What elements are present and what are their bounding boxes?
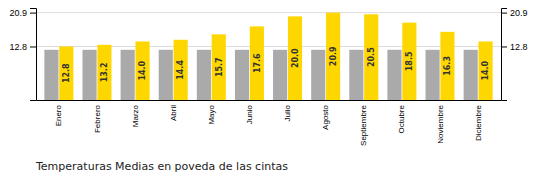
- y-tick-mark: [30, 46, 36, 47]
- x-tick: Julio: [283, 100, 292, 121]
- bar: [402, 23, 416, 100]
- bar: [174, 40, 188, 100]
- y2-tick-mark: [501, 13, 507, 14]
- bar: [235, 50, 249, 100]
- bar: [97, 45, 111, 100]
- x-tick-label: Octubre: [397, 104, 406, 133]
- x-tick-label: Marzo: [131, 104, 140, 127]
- y2-tick-label: 12.8: [510, 42, 528, 52]
- data-label: 20.5: [367, 47, 376, 67]
- x-tick: Agosto: [321, 100, 330, 130]
- plot: 12.8 13.2 14.0 14.4 15.7 17.6 20.0 20.9 20.5 18.5…: [9, 8, 527, 146]
- bar: [326, 13, 340, 100]
- grid-line: [36, 12, 501, 13]
- data-label: 14.0: [481, 60, 490, 80]
- y-tick: 12.8: [9, 42, 36, 52]
- x-tick-label: Julio: [283, 104, 292, 121]
- x-tick: Febrero: [93, 100, 102, 133]
- bar: [464, 50, 478, 100]
- bar: [82, 50, 96, 100]
- x-tick: Septiembre: [359, 100, 368, 146]
- bar: [349, 50, 363, 100]
- bar: [59, 46, 73, 100]
- y-axis-line: [30, 9, 37, 101]
- bar: [479, 41, 493, 100]
- y-tick-mark: [30, 13, 36, 14]
- x-tick-label: Abril: [169, 105, 178, 121]
- x-tick-label: Junio: [245, 104, 254, 124]
- data-label: 17.6: [253, 53, 262, 73]
- x-tick: Junio: [245, 100, 254, 124]
- data-label: 13.2: [100, 63, 109, 83]
- bar: [311, 50, 325, 100]
- bar: [212, 34, 226, 100]
- y-tick-label: 12.8: [9, 42, 27, 52]
- data-label: 18.5: [405, 51, 414, 71]
- x-tick-label: Agosto: [321, 104, 330, 129]
- data-label: 14.4: [176, 60, 185, 80]
- x-tick-label: Febrero: [93, 104, 102, 133]
- bar: [426, 50, 440, 100]
- bar: [44, 50, 58, 100]
- x-tick: Marzo: [131, 100, 140, 127]
- y-tick: 20.9: [9, 8, 36, 18]
- data-labels: 12.8 13.2 14.0 14.4 15.7 17.6 20.0 20.9 20.5 18.5…: [62, 46, 490, 83]
- y2-axis-line: [502, 9, 508, 101]
- x-tick-label: Diciembre: [474, 104, 483, 141]
- bar: [273, 50, 287, 100]
- y-axis: 12.8 20.9: [9, 8, 36, 101]
- bar: [364, 14, 378, 100]
- x-tick: Diciembre: [474, 100, 483, 141]
- bar: [197, 50, 211, 100]
- bar: [159, 50, 173, 100]
- y2-tick-label: 20.9: [510, 8, 528, 18]
- bar: [288, 16, 302, 100]
- x-tick-label: Enero: [54, 104, 63, 126]
- bar: [387, 50, 401, 100]
- data-label: 15.7: [215, 57, 224, 77]
- x-tick: Enero: [54, 100, 63, 126]
- title: Temperaturas Medias en poveda de las cin…: [35, 160, 288, 173]
- x-tick: Abril: [169, 100, 178, 121]
- data-label: 16.3: [443, 56, 452, 76]
- bar: [440, 32, 454, 100]
- bar: [250, 26, 264, 100]
- y2-tick: 12.8: [501, 42, 528, 52]
- y-tick-label: 20.9: [9, 8, 27, 18]
- x-tick-label: Noviembre: [436, 104, 445, 143]
- data-label: 14.0: [138, 60, 147, 80]
- x-axis-line: [37, 100, 502, 101]
- x-tick-label: Septiembre: [359, 104, 368, 145]
- y2-tick: 20.9: [501, 8, 528, 18]
- y2-tick-mark: [501, 46, 507, 47]
- series: [59, 13, 492, 100]
- x-tick: Octubre: [397, 100, 406, 133]
- bar: [121, 50, 135, 100]
- bar: [135, 41, 149, 100]
- x-tick: Mayo: [207, 100, 216, 125]
- x-axis: Enero Febrero Marzo Abril Mayo Junio Julio Agos…: [37, 100, 502, 146]
- grid: [36, 13, 501, 47]
- x-tick: Noviembre: [436, 100, 445, 144]
- data-label: 20.9: [329, 46, 338, 66]
- x-tick-label: Mayo: [207, 104, 216, 124]
- data-label: 12.8: [62, 63, 71, 83]
- y2-axis: 12.8 20.9: [501, 8, 528, 101]
- chart: 12.8 13.2 14.0 14.4 15.7 17.6 20.0 20.9 20.5 18.5…: [0, 0, 537, 174]
- data-label: 20.0: [291, 48, 300, 68]
- bars: [44, 13, 492, 100]
